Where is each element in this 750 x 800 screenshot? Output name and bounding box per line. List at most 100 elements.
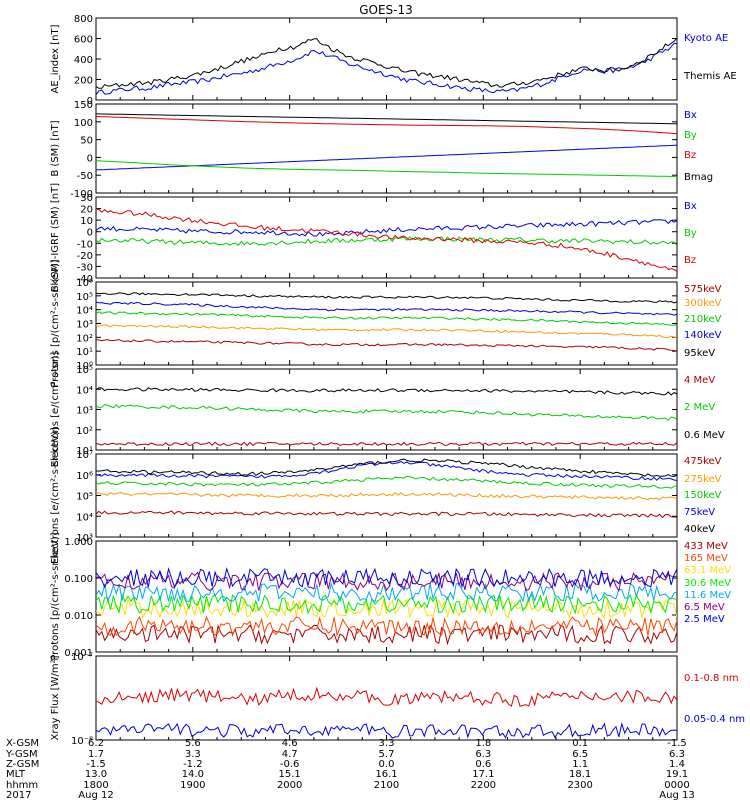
- ephemeris-value: 0.0: [379, 759, 395, 770]
- y-tick-label: 10⁶: [76, 471, 93, 482]
- y-axis-label: Protons [p/(cm²-s-sr-keV)]: [50, 532, 61, 660]
- legend-label: 475keV: [684, 456, 722, 467]
- series-line-63-1-MeV: [96, 597, 677, 619]
- series-line-By: [96, 236, 677, 247]
- ephemeris-value: 4.6: [282, 738, 298, 749]
- ephemeris-row-label: X-GSM: [6, 738, 39, 749]
- ephemeris-value: 2200: [471, 780, 496, 791]
- y-tick-label: -100: [70, 189, 93, 200]
- ephemeris-value: 5.6: [185, 738, 201, 749]
- ephemeris-value: 6.3: [669, 749, 685, 760]
- legend-label: 40keV: [684, 524, 715, 535]
- y-tick-label: 10¹: [76, 347, 93, 358]
- series-line-11-6-MeV: [96, 582, 677, 603]
- series-line-75keV: [96, 460, 677, 481]
- panel-bsm: -100 -50 0 50 100 150 B (SM) [nT] Bx By Bz Bmag: [50, 100, 713, 200]
- legend-label: Themis AE: [683, 71, 737, 82]
- y-tick-label: 600: [74, 35, 93, 46]
- legend-label: 275keV: [684, 474, 722, 485]
- ephemeris-value: 16.1: [375, 769, 397, 780]
- series-line-0-6-MeV: [96, 387, 677, 396]
- legend-label: 2 MeV: [684, 402, 715, 413]
- y-tick-label: 0: [87, 228, 93, 239]
- ephemeris-value: Aug 13: [659, 790, 694, 800]
- y-tick-label: 10⁷: [76, 450, 93, 461]
- y-tick-label: 200: [74, 76, 93, 87]
- y-tick-label: 800: [74, 14, 93, 25]
- legend-label: Bz: [684, 255, 696, 266]
- series-line-Bz: [96, 208, 677, 273]
- ephemeris-value: 15.1: [279, 769, 301, 780]
- y-tick-label: -10: [77, 239, 93, 250]
- ephemeris-value: -0.6: [280, 759, 300, 770]
- y-tick-label: 10⁴: [76, 306, 93, 317]
- legend-label: 75keV: [684, 507, 715, 518]
- y-axis-label: Protons [p/(cm²-s-sr-keV)]: [50, 259, 61, 387]
- y-tick-label: 10: [80, 216, 93, 227]
- y-tick-label: 30: [80, 193, 93, 204]
- y-tick-label: 10⁵: [76, 492, 93, 503]
- y-axis-label: AE_index [nT]: [50, 24, 61, 93]
- series-line-Themis-AE: [96, 37, 677, 89]
- ephemeris-value: -1.5: [86, 759, 106, 770]
- series-line-0-1-0-8-nm: [96, 686, 677, 707]
- ephemeris-value: 19.1: [666, 769, 688, 780]
- legend-label: By: [684, 228, 697, 239]
- y-tick-label: 0.010: [64, 611, 93, 622]
- y-tick-label: 10²: [76, 426, 93, 437]
- y-tick-label: -30: [77, 262, 93, 273]
- series-line-165-MeV: [96, 615, 677, 638]
- panel-electrons_mev: 10¹ 10² 10³ 10⁴ 10⁵ Electrons [e/(cm²-s-sr)] 4…: [50, 352, 725, 468]
- y-tick-label: 10⁵: [76, 292, 93, 303]
- ephemeris-value: 2300: [567, 780, 592, 791]
- series-line-95keV: [96, 292, 677, 304]
- ephemeris-value: 0000: [664, 780, 689, 791]
- ephemeris-row-label: hhmm: [6, 780, 38, 791]
- ephemeris-value: 1.8: [475, 738, 491, 749]
- panel-frame: [95, 17, 678, 101]
- panel-ae: 0 200 400 600 800 AE_index [nT] Kyoto AE Themis…: [50, 14, 737, 107]
- legend-label: 6.5 MeV: [684, 602, 725, 613]
- ephemeris-value: 1900: [180, 780, 205, 791]
- y-axis-label: Electrons [e/(cm²-s-sr)]: [50, 352, 61, 468]
- ephemeris-value: 5.7: [379, 749, 395, 760]
- ephemeris-value: 0.1: [572, 738, 588, 749]
- series-line-2-MeV: [96, 404, 677, 421]
- series-line-6-5-MeV: [96, 571, 677, 593]
- ephemeris-value: 1.1: [572, 759, 588, 770]
- series-line-By: [96, 160, 677, 177]
- panel-electrons_kev: 10³ 10⁴ 10⁵ 10⁶ 10⁷ Electrons [e/(cm²-s-sr-ke…: [50, 427, 722, 564]
- ephemeris-value: 0.6: [475, 759, 491, 770]
- panel-protons_kev: 10⁰ 10¹ 10² 10³ 10⁴ 10⁵ 10⁶ Protons [p/(cm²-s-s…: [50, 259, 722, 387]
- panel-xray: 10⁻⁸ 10⁻⁷ Xray Flux [W/m²] 0.1-0.8 nm 0.05-0…: [50, 652, 745, 747]
- ephemeris-value: 6.3: [475, 749, 491, 760]
- y-tick-label: 10⁴: [76, 512, 93, 523]
- series-line-433-MeV: [96, 624, 677, 646]
- y-tick-label: 10²: [76, 333, 93, 344]
- legend-label: 0.6 MeV: [684, 430, 725, 441]
- y-tick-label: -40: [77, 274, 93, 285]
- legend-label: 2.5 MeV: [684, 614, 725, 625]
- legend-label: 210keV: [684, 314, 722, 325]
- y-tick-label: 10⁴: [76, 385, 93, 396]
- ephemeris-value: 4.7: [282, 749, 298, 760]
- ephemeris-row-label: Y-GSM: [5, 749, 38, 760]
- series-line-2-5-MeV: [96, 567, 677, 589]
- series-line-Bx: [96, 219, 677, 237]
- series-line-575keV: [96, 339, 677, 352]
- ephemeris-value: 3.3: [379, 738, 395, 749]
- series-line-475keV: [96, 510, 677, 519]
- legend-label: 150keV: [684, 490, 722, 501]
- y-tick-label: 0.001: [64, 648, 93, 659]
- ephemeris-value: -1.5: [667, 738, 687, 749]
- legend-label: 30.6 MeV: [684, 578, 731, 589]
- ephemeris-value: 14.0: [182, 769, 204, 780]
- y-tick-label: 100: [74, 118, 93, 129]
- ephemeris-row-label: MLT: [6, 769, 26, 780]
- ephemeris-value: Aug 12: [78, 790, 113, 800]
- ephemeris-value: 3.3: [185, 749, 201, 760]
- y-tick-label: 10⁵: [76, 365, 93, 376]
